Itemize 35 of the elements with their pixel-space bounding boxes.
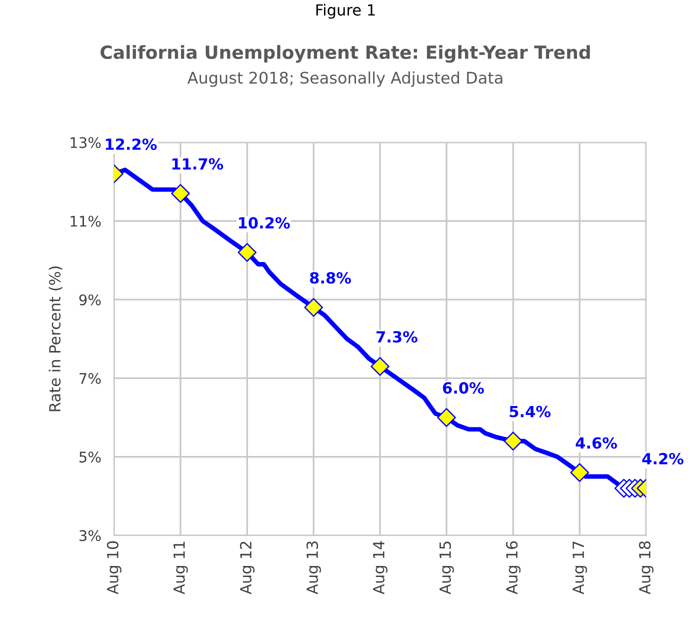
data-label: 11.7% [172,158,224,170]
data-label: 10.2% [239,217,290,229]
x-tick-label: Aug 13 [306,542,321,594]
x-tick-label: Aug 16 [506,541,521,594]
data-label: 12.2% [106,138,157,150]
x-tick-label: Aug 15 [440,542,454,594]
data-label: 6.0% [442,382,484,394]
point [504,432,523,451]
data-label: 7.3% [376,331,418,343]
data-label: 4.2% [642,452,684,464]
chart-subtitle: August 2018; Seasonally Adjusted Data [187,71,502,87]
y-tick-label: 13% [70,137,101,148]
x-tick-label: Aug 10 [106,541,122,594]
caption: Figure 1 [316,4,375,19]
x-tick-label: Aug 14 [373,541,388,594]
y-tick-label: 3% [79,530,101,542]
data-label: 8.8% [310,272,351,284]
x-tick-label: Aug 11 [174,542,188,594]
point [304,298,323,317]
x-tick-label: Aug 12 [240,542,255,594]
point [370,357,390,376]
point [570,463,590,482]
y-tick-label: 5% [80,452,101,463]
data-label: 5.4% [510,406,551,418]
x-tick-label: Aug 18 [638,541,654,594]
chart-title: California Unemployment Rate: Eight-Year Trend [100,45,590,63]
y-tick-label: 11% [70,216,101,227]
point [238,243,257,262]
point [171,184,190,203]
x-tick-label: Aug 17 [572,542,588,594]
data-label: 4.6% [576,437,617,449]
y-tick-label: 9% [79,294,101,306]
y-axis-title: Rate in Percent (%) [48,266,62,412]
point [437,408,456,427]
y-tick-label: 7% [80,372,101,384]
